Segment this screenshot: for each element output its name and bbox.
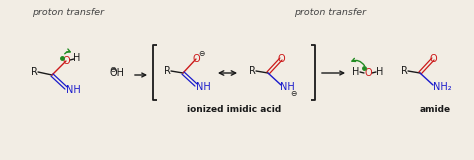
- Text: R: R: [30, 67, 37, 77]
- Text: NH: NH: [280, 82, 294, 92]
- Text: ionized imidic acid: ionized imidic acid: [187, 105, 281, 115]
- Text: ⊖: ⊖: [290, 88, 296, 97]
- Text: H: H: [352, 67, 360, 77]
- Text: O: O: [429, 54, 437, 64]
- Text: R: R: [401, 66, 408, 76]
- Text: O: O: [192, 54, 200, 64]
- Text: ⊖: ⊖: [198, 48, 204, 57]
- Text: NH: NH: [65, 85, 81, 95]
- Text: amide: amide: [419, 105, 451, 115]
- Text: OH: OH: [109, 68, 125, 78]
- Text: O: O: [364, 68, 372, 78]
- Text: H: H: [376, 67, 383, 77]
- Text: R: R: [164, 66, 171, 76]
- Text: R: R: [248, 66, 255, 76]
- Text: O: O: [62, 56, 70, 66]
- Text: NH₂: NH₂: [433, 82, 451, 92]
- Text: ⊖: ⊖: [109, 64, 117, 73]
- Text: H: H: [73, 53, 81, 63]
- Text: proton transfer: proton transfer: [294, 8, 366, 16]
- Text: NH: NH: [196, 82, 210, 92]
- Text: O: O: [277, 54, 285, 64]
- Text: proton transfer: proton transfer: [32, 8, 104, 16]
